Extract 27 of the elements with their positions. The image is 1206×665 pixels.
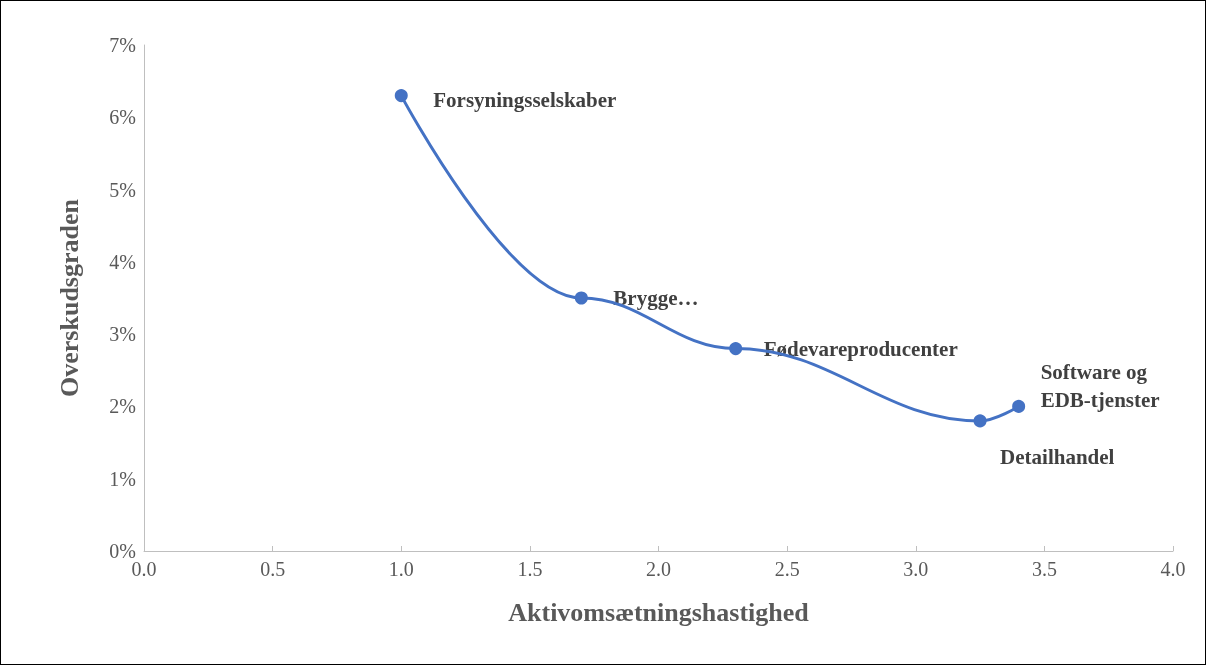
y-tick-label: 5% (109, 178, 136, 201)
annotation: Software og EDB-tjenster (1040, 360, 1160, 413)
x-tick-label: 3.5 (1031, 558, 1057, 580)
y-tick-label: 3% (109, 323, 136, 346)
y-tick-label: 1% (109, 467, 136, 490)
x-tick-label: 1.0 (388, 558, 414, 580)
point (1012, 399, 1026, 413)
annotation: Brygge… (613, 286, 699, 310)
x-tick-label: 2.0 (646, 558, 671, 580)
y-tick-label: 6% (109, 106, 136, 129)
point (394, 89, 408, 103)
point (574, 291, 588, 305)
annotation: Fødevareproducenter (763, 336, 958, 361)
x-tick-label: 1.5 (517, 558, 543, 580)
annotation: Forsyningsselskaber (433, 87, 617, 112)
point (729, 342, 743, 356)
x-tick-label: 2.5 (774, 558, 800, 580)
y-tick-label: 7% (109, 34, 136, 56)
x-tick-label: 0.5 (260, 558, 286, 580)
y-tick-label: 2% (109, 395, 136, 418)
x-axis-title: Aktivomsætningshastighed (508, 597, 810, 627)
point (973, 414, 987, 428)
y-axis-title: Overskudsgraden (54, 198, 84, 397)
annotation: Detailhandel (1000, 444, 1115, 469)
y-tick-label: 4% (109, 250, 136, 273)
x-tick-label: 4.0 (1160, 558, 1186, 580)
x-tick-label: 3.0 (903, 558, 929, 580)
